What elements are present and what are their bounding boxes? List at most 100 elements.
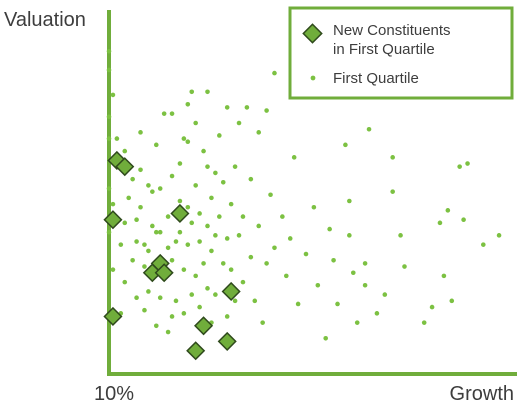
first-quartile-point [236,120,242,126]
new-constituent-diamond [186,341,206,361]
first-quartile-point [287,236,293,241]
first-quartile-point [177,229,183,235]
first-quartile-point [429,304,435,310]
first-quartile-point [268,192,273,198]
first-quartile-point [189,89,195,95]
first-quartile-point [205,286,210,291]
first-quartile-point [157,229,163,235]
first-quartile-point [327,226,332,232]
first-quartile-point [354,320,360,325]
first-quartile-point [295,301,301,307]
first-quartile-point [264,261,269,266]
first-quartile-point [350,270,356,276]
new-constituent-diamond [194,316,214,336]
new-constituent-diamond [221,281,241,302]
first-quartile-point [106,67,112,73]
first-quartile-point [153,229,159,235]
first-quartile-point [138,130,143,135]
first-quartile-point [153,142,159,148]
first-quartile-point [181,136,187,141]
first-quartile-point [142,264,147,269]
first-quartile-point [220,261,226,266]
plot-area [103,48,502,361]
first-quartile-point [197,239,202,244]
legend-label-new-constituents: New Constituents in First Quartile [333,22,455,58]
first-quartile-point [232,298,238,304]
first-quartile-point [193,120,198,126]
first-quartile-point [126,195,131,201]
first-quartile-point [106,114,112,120]
new-constituent-diamond [115,157,135,177]
first-quartile-point [110,92,116,98]
first-quartile-point [185,204,191,210]
new-constituent-diamond [103,210,123,230]
first-quartile-point [331,257,336,263]
first-quartile-point [173,239,179,244]
first-quartile-point [228,201,234,207]
new-constituent-diamond [103,306,123,326]
first-quartile-point [465,161,470,166]
first-quartile-point [256,223,262,229]
first-quartile-point [280,214,285,219]
first-quartile-point [150,189,155,194]
first-quartile-point [260,320,265,325]
first-quartile-point [220,179,226,185]
first-quartile-point [256,130,262,135]
first-quartile-point [106,136,112,141]
first-quartile-point [169,257,175,263]
first-quartile-point [197,211,202,216]
first-quartile-point [390,155,395,160]
first-quartile-point [157,186,163,191]
first-quartile-point [461,217,466,223]
first-quartile-point [122,148,128,154]
first-quartile-point [169,314,175,319]
first-quartile-point [130,257,135,263]
first-quartile-point [205,89,210,95]
first-quartile-point [114,136,120,141]
first-quartile-point [161,111,167,116]
first-quartile-point [193,183,198,188]
first-quartile-point [457,164,462,169]
first-quartile-point [146,183,151,188]
first-quartile-point [291,155,297,160]
first-quartile-point [311,204,317,210]
first-quartile-point [189,220,195,226]
first-quartile-point [106,229,112,235]
first-quartile-point [173,298,179,304]
first-quartile-point [213,292,218,297]
new-constituent-diamond [170,203,190,224]
first-quartile-point [189,292,195,297]
first-quartile-point [165,214,171,219]
first-quartile-point [209,195,214,201]
first-quartile-point [142,307,147,313]
first-quartile-point [110,201,116,207]
first-quartile-point [390,189,395,194]
first-quartile-point [335,301,340,307]
first-quartile-point [130,176,135,182]
first-quartile-point [232,164,238,169]
first-quartile-point [106,48,112,54]
first-quartile-point [224,236,230,241]
y-axis-label: Valuation [4,9,86,31]
first-quartile-point [177,198,183,204]
new-constituent-diamond [154,263,174,283]
first-quartile-point [445,208,451,213]
first-quartile-point [347,233,352,238]
first-quartile-point [165,329,171,335]
first-quartile-point [110,267,116,272]
first-quartile-point [272,245,277,251]
first-quartile-point [398,233,403,238]
first-quartile-point [153,323,159,329]
first-quartile-point [217,214,222,219]
first-quartile-point [228,267,234,272]
x-tick-label: 10% [94,383,134,404]
first-quartile-point [217,133,222,138]
first-quartile-point [362,282,368,288]
first-quartile-point [449,298,455,304]
first-quartile-point [134,295,139,301]
first-quartile-point [402,264,407,269]
first-quartile-point [165,245,171,251]
first-quartile-point [343,142,348,148]
first-quartile-point [481,242,486,247]
